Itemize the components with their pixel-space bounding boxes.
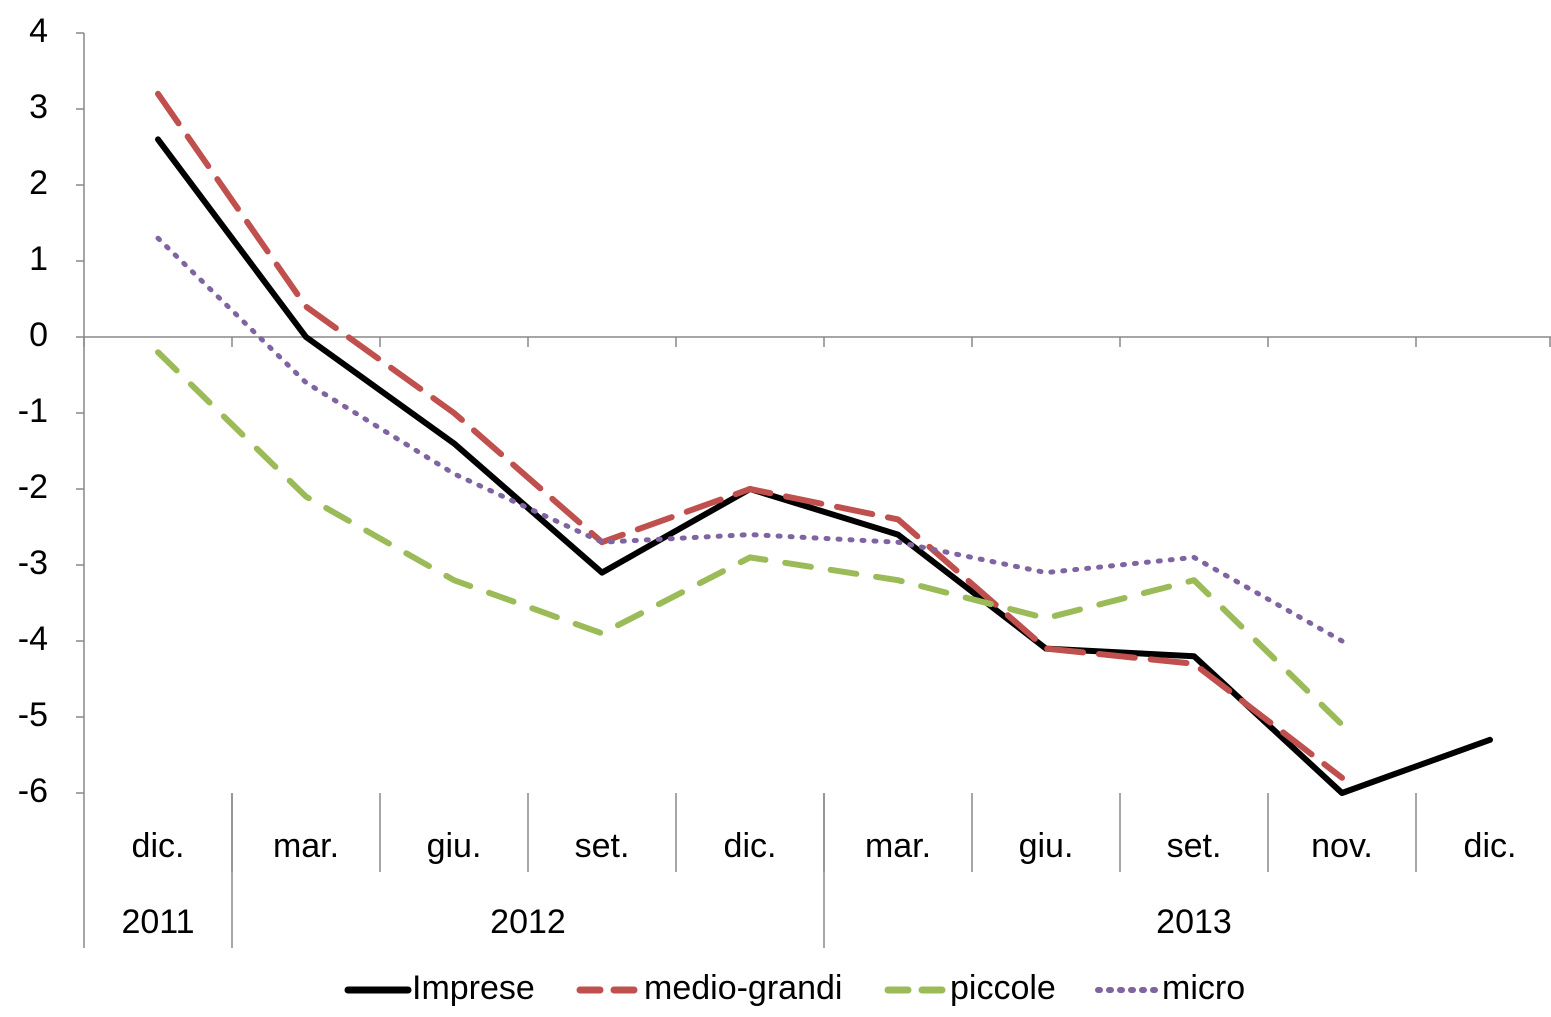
x-tick-label: dic. (724, 827, 777, 865)
group-label: 2011 (121, 903, 194, 941)
x-tick-label: dic. (132, 827, 185, 865)
x-tick-label: giu. (427, 827, 482, 865)
series-line (155, 349, 1345, 728)
x-tick-label: mar. (273, 827, 339, 865)
x-tick-label: dic. (1464, 827, 1517, 865)
y-tick-label: -1 (18, 392, 48, 430)
group-label: 2012 (490, 903, 566, 941)
y-tick-label: -3 (18, 544, 48, 582)
series-line (155, 235, 1345, 644)
legend-label: Imprese (412, 969, 535, 1007)
y-tick-label: -5 (18, 696, 48, 734)
legend-label: micro (1162, 969, 1245, 1007)
y-tick-label: 0 (29, 316, 48, 354)
x-tick-label: mar. (865, 827, 931, 865)
legend-label: medio-grandi (644, 969, 842, 1007)
series-line (155, 136, 1493, 796)
legend-label: piccole (950, 969, 1056, 1007)
series-line (155, 90, 1345, 781)
y-tick-label: 1 (29, 240, 48, 278)
x-tick-label: set. (1167, 827, 1222, 865)
y-tick-label: -6 (18, 772, 48, 810)
x-tick-label: nov. (1311, 827, 1373, 865)
x-tick-label: giu. (1019, 827, 1074, 865)
group-label: 2013 (1156, 903, 1232, 941)
y-tick-label: 2 (29, 164, 48, 202)
y-tick-label: -2 (18, 468, 48, 506)
y-tick-label: 4 (29, 12, 48, 50)
y-tick-label: 3 (29, 88, 48, 126)
y-tick-label: -4 (18, 620, 48, 658)
x-tick-label: set. (575, 827, 630, 865)
